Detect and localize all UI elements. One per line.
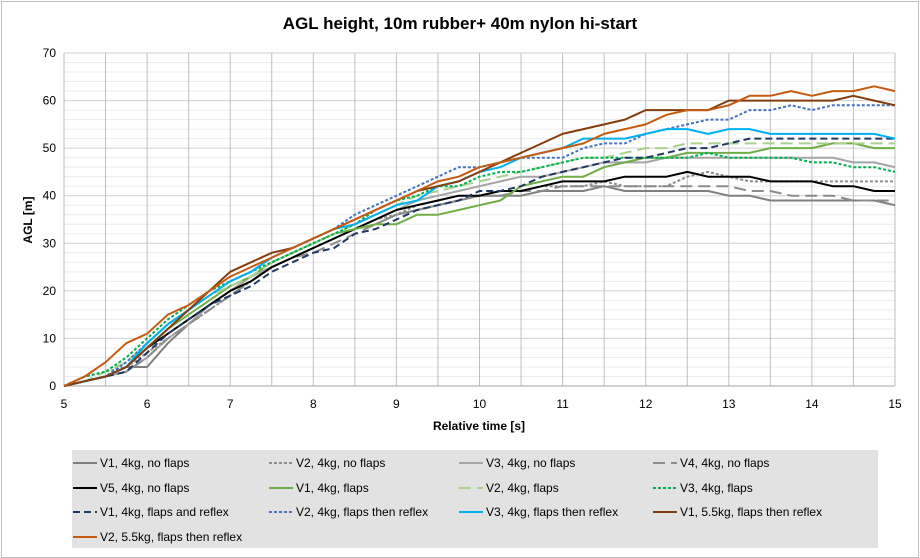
legend-label: V4, 4kg, no flaps <box>680 456 770 470</box>
legend-swatch <box>653 487 677 489</box>
x-tick-label: 5 <box>61 397 68 411</box>
legend-item: V2, 4kg, flaps then reflex <box>268 505 428 519</box>
y-axis-label: AGL [m] <box>21 196 35 243</box>
series-line-9 <box>63 137 895 387</box>
y-tick-label: 70 <box>43 46 57 60</box>
x-tick-label: 8 <box>310 397 317 411</box>
x-tick-label: 6 <box>144 397 151 411</box>
legend-swatch <box>653 511 677 513</box>
legend-label: V1, 5.5kg, flaps then reflex <box>680 505 823 519</box>
x-tick-label: 13 <box>722 397 736 411</box>
legend-swatch <box>269 462 293 464</box>
legend-swatch <box>459 511 483 513</box>
x-tick-label: 7 <box>227 397 234 411</box>
series-line-5 <box>63 170 895 387</box>
y-tick-label: 60 <box>43 94 57 108</box>
x-tick-label: 11 <box>556 397 569 411</box>
chart-title: AGL height, 10m rubber+ 40m nylon hi-sta… <box>283 14 638 33</box>
legend-swatch <box>653 462 677 464</box>
legend: V1, 4kg, no flaps V2, 4kg, no flaps V3, 4k… <box>72 450 878 548</box>
legend-item: V3, 4kg, no flaps <box>458 456 575 470</box>
legend-swatch <box>73 536 97 538</box>
series-lines <box>63 85 896 387</box>
series-line-2 <box>63 170 895 387</box>
legend-item: V1, 4kg, flaps <box>268 481 369 495</box>
legend-label: V1, 4kg, flaps <box>296 481 369 495</box>
legend-label: V3, 4kg, flaps then reflex <box>486 505 619 519</box>
legend-label: V2, 5.5kg, flaps then reflex <box>100 530 243 544</box>
legend-item: V2, 5.5kg, flaps then reflex <box>72 530 242 544</box>
legend-item: V2, 4kg, flaps <box>458 481 559 495</box>
legend-label: V2, 4kg, flaps then reflex <box>296 505 429 519</box>
legend-item: V1, 4kg, flaps and reflex <box>72 505 229 519</box>
legend-swatch <box>73 487 97 489</box>
y-tick-label: 20 <box>43 284 57 298</box>
legend-swatch <box>269 511 293 513</box>
x-tick-label: 15 <box>888 397 902 411</box>
legend-label: V3, 4kg, no flaps <box>486 456 576 470</box>
legend-swatch <box>269 487 293 489</box>
x-tick-label: 10 <box>473 397 487 411</box>
legend-item: V5, 4kg, no flaps <box>72 481 189 495</box>
legend-label: V1, 4kg, flaps and reflex <box>100 505 229 519</box>
y-tick-label: 50 <box>43 141 57 155</box>
legend-swatch <box>459 487 483 489</box>
series-line-13 <box>63 85 896 387</box>
series-line-4 <box>63 185 895 387</box>
legend-swatch <box>73 462 97 464</box>
legend-item: V2, 4kg, no flaps <box>268 456 385 470</box>
legend-item: V1, 5.5kg, flaps then reflex <box>652 505 822 519</box>
legend-label: V3, 4kg, flaps <box>680 481 753 495</box>
x-axis-label: Relative time [s] <box>433 419 525 433</box>
x-tick-label: 14 <box>805 397 819 411</box>
legend-swatch <box>73 511 97 513</box>
x-tick-label: 9 <box>393 397 400 411</box>
tick-labels: 0 10 20 30 40 50 60 70 5 6 7 8 9 10 11 12 13 14 15 <box>43 46 902 411</box>
legend-label: V5, 4kg, no flaps <box>100 481 190 495</box>
y-tick-label: 10 <box>43 331 57 345</box>
y-tick-label: 30 <box>43 236 57 250</box>
y-tick-label: 40 <box>43 189 57 203</box>
legend-label: V1, 4kg, no flaps <box>100 456 190 470</box>
gridlines <box>63 52 896 387</box>
series-line-6 <box>63 142 895 387</box>
x-tick-label: 12 <box>639 397 653 411</box>
series-line-12 <box>63 94 896 387</box>
legend-label: V2, 4kg, no flaps <box>296 456 386 470</box>
legend-label: V2, 4kg, flaps <box>486 481 559 495</box>
legend-item: V4, 4kg, no flaps <box>652 456 769 470</box>
legend-swatch <box>459 462 483 464</box>
legend-item: V3, 4kg, flaps <box>652 481 753 495</box>
y-tick-label: 0 <box>49 379 56 393</box>
legend-item: V3, 4kg, flaps then reflex <box>458 505 618 519</box>
legend-item: V1, 4kg, no flaps <box>72 456 189 470</box>
